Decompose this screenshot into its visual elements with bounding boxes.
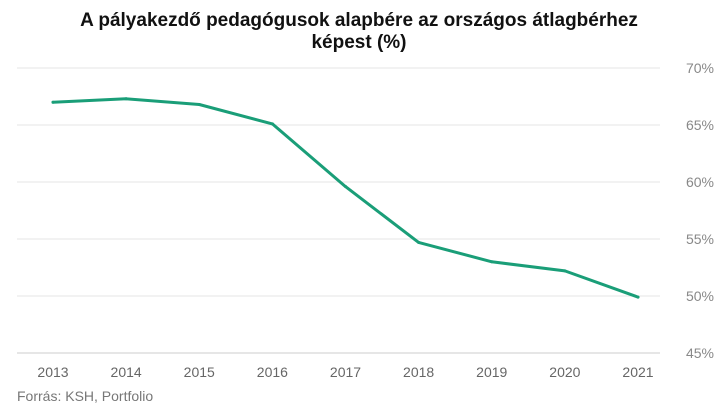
y-tick-label: 60% [686, 174, 714, 190]
data-point [490, 260, 494, 264]
data-point [563, 269, 567, 273]
y-tick-label: 70% [686, 60, 714, 76]
x-tick-label: 2013 [37, 364, 68, 380]
x-tick-label: 2021 [622, 364, 653, 380]
chart-title: A pályakezdő pedagógusok alapbére az ors… [0, 10, 718, 54]
data-point [124, 97, 128, 101]
x-tick-label: 2020 [549, 364, 580, 380]
y-tick-label: 55% [686, 231, 714, 247]
chart-title-line-1: A pályakezdő pedagógusok alapbére az ors… [80, 10, 638, 31]
data-point [51, 100, 55, 104]
y-tick-label: 45% [686, 345, 714, 361]
x-tick-label: 2018 [403, 364, 434, 380]
y-tick-label: 50% [686, 288, 714, 304]
data-point [197, 102, 201, 106]
x-tick-label: 2019 [476, 364, 507, 380]
data-point [270, 122, 274, 126]
source-note: Forrás: KSH, Portfolio [17, 388, 154, 404]
series-line [51, 97, 640, 299]
x-tick-label: 2014 [111, 364, 142, 380]
x-tick-label: 2015 [184, 364, 215, 380]
x-tick-label: 2016 [257, 364, 288, 380]
data-point [344, 185, 347, 189]
x-tick-label: 2017 [330, 364, 361, 380]
data-point [417, 240, 421, 244]
chart-title-line-2: képest (%) [311, 32, 407, 53]
y-tick-label: 65% [686, 117, 714, 133]
data-point [636, 295, 640, 299]
